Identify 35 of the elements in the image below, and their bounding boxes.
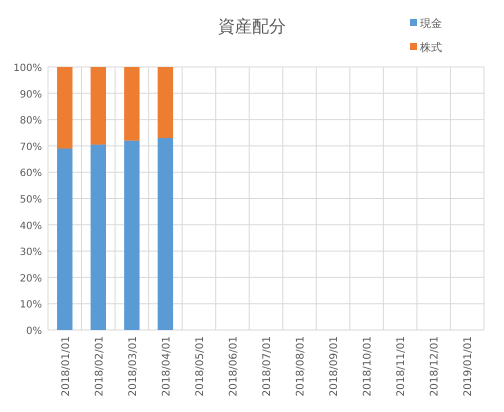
bar [90, 144, 106, 330]
x-tick-label: 2018/02/01 [93, 336, 106, 397]
chart-title: 資産配分 [218, 17, 286, 37]
bar [90, 67, 106, 145]
y-tick-label: 80% [20, 116, 42, 127]
x-tick-label: 2019/01/01 [462, 336, 474, 397]
y-tick-label: 0% [26, 326, 42, 337]
bar [124, 67, 140, 141]
x-tick-label: 2018/03/01 [126, 336, 139, 397]
y-tick-label: 70% [20, 142, 42, 153]
y-tick-label: 60% [20, 168, 42, 180]
x-tick-label: 2018/05/01 [194, 336, 206, 397]
y-tick-label: 90% [20, 89, 42, 100]
x-tick-label: 2018/01/01 [60, 336, 72, 397]
y-tick-label: 50% [20, 194, 42, 206]
legend-label: 現金 [420, 17, 442, 30]
x-tick-label: 2018/07/01 [261, 336, 273, 397]
x-tick-label: 2018/09/01 [328, 336, 340, 397]
x-tick-label: 2018/04/01 [160, 336, 172, 397]
y-tick-label: 100% [13, 63, 42, 74]
x-tick-label: 2018/10/01 [362, 336, 374, 397]
bar [124, 140, 140, 330]
y-tick-label: 30% [20, 247, 42, 258]
x-tick-label: 2018/06/01 [227, 336, 240, 397]
bar [158, 138, 174, 330]
y-tick-label: 10% [20, 300, 42, 311]
legend-label: 株式 [419, 41, 442, 54]
x-tick-label: 2018/08/01 [294, 336, 307, 397]
bar [57, 67, 72, 149]
bar [158, 67, 174, 138]
x-tick-label: 2018/12/01 [428, 336, 441, 397]
bar [57, 148, 72, 330]
y-tick-label: 40% [20, 220, 42, 232]
y-tick-label: 20% [20, 273, 42, 284]
x-tick-label: 2018/11/01 [395, 336, 408, 397]
